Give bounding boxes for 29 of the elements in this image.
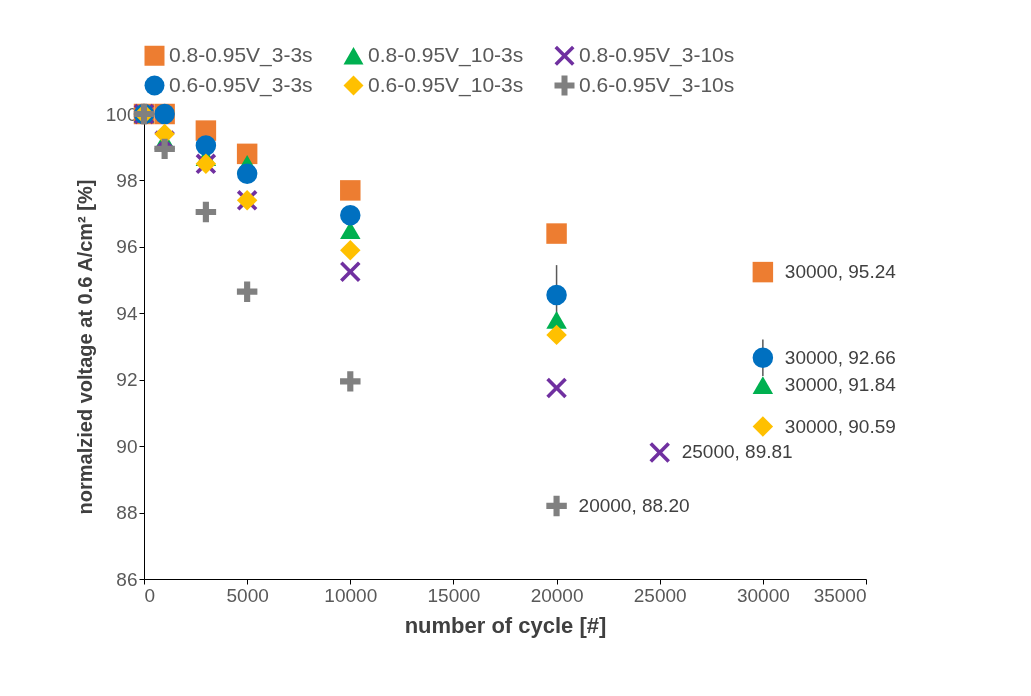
y-tick-label: 86 bbox=[116, 568, 138, 590]
x-tick-label: 5000 bbox=[226, 584, 269, 606]
legend-label: 0.8-0.95V_3-10s bbox=[579, 42, 735, 67]
y-tick-label: 92 bbox=[116, 369, 138, 391]
x-tick-label: 10000 bbox=[324, 584, 378, 606]
x-tick-label: 25000 bbox=[633, 584, 687, 606]
y-tick-label: 88 bbox=[116, 502, 138, 524]
data-label: 30000, 90.59 bbox=[784, 415, 896, 437]
y-tick-label: 90 bbox=[116, 435, 138, 457]
legend-label: 0.6-0.95V_3-3s bbox=[169, 72, 313, 97]
x-axis-title: number of cycle [#] bbox=[404, 612, 607, 638]
legend-label: 0.6-0.95V_3-10s bbox=[579, 72, 735, 97]
x-tick-label: 35000 bbox=[813, 584, 867, 606]
data-label: 25000, 89.81 bbox=[681, 441, 793, 463]
y-axis-title: normalzied voltage at 0.6 A/cm² [%] bbox=[73, 179, 96, 515]
legend-label: 0.8-0.95V_10-3s bbox=[368, 42, 524, 67]
y-tick-label: 94 bbox=[116, 302, 138, 324]
data-label: 30000, 95.24 bbox=[784, 261, 897, 283]
y-tick-label: 96 bbox=[116, 236, 138, 258]
y-tick-label: 98 bbox=[116, 169, 138, 191]
legend-label: 0.8-0.95V_3-3s bbox=[169, 42, 313, 67]
x-tick-label: 15000 bbox=[427, 584, 481, 606]
x-tick-label: 30000 bbox=[736, 584, 790, 606]
x-tick-label: 20000 bbox=[530, 584, 584, 606]
data-label: 20000, 88.20 bbox=[578, 494, 690, 516]
data-label: 30000, 91.84 bbox=[784, 374, 897, 396]
legend-label: 0.6-0.95V_10-3s bbox=[368, 72, 524, 97]
data-label: 30000, 92.66 bbox=[784, 346, 896, 368]
x-tick-label: 0 bbox=[144, 584, 156, 606]
